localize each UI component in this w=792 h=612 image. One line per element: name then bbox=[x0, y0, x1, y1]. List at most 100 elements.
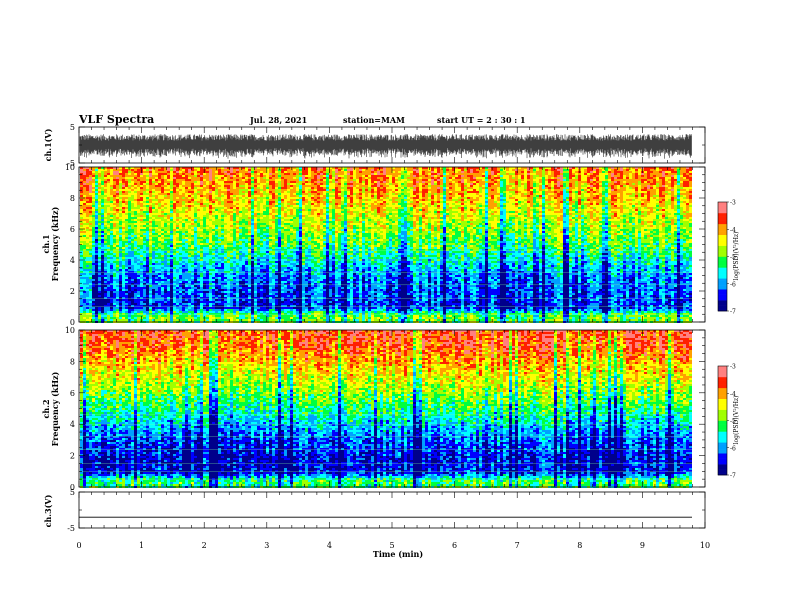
colorbar-segment bbox=[718, 395, 727, 398]
colorbar-tick-label: -5 bbox=[730, 254, 736, 261]
colorbar-segment bbox=[718, 307, 727, 310]
y-tick-label: 8 bbox=[70, 357, 75, 366]
colorbar-segment bbox=[718, 438, 727, 441]
ch1-spectrogram-panel: 0 2 4 6 8 10 bbox=[65, 163, 706, 327]
colorbar-segment bbox=[718, 453, 727, 456]
colorbar-segment bbox=[718, 442, 727, 445]
colorbar-segment bbox=[718, 227, 727, 230]
colorbar-segment bbox=[718, 271, 727, 274]
ch3-wave-ylabel: ch.3(V) bbox=[43, 494, 53, 527]
ch2-spec-channel-label: ch.2 bbox=[41, 399, 51, 418]
colorbar-tick-label: -7 bbox=[730, 473, 736, 480]
y-tick-label: 0 bbox=[70, 483, 75, 492]
ch1-wave-ylabel: ch.1(V) bbox=[43, 128, 53, 161]
colorbar-segment bbox=[718, 435, 727, 438]
colorbar-segment bbox=[718, 256, 727, 259]
colorbar-segment bbox=[718, 269, 727, 272]
colorbar-segment bbox=[718, 249, 727, 252]
colorbar-segment bbox=[718, 207, 727, 210]
colorbar-segment bbox=[718, 203, 727, 206]
colorbar-tick-label: -3 bbox=[730, 200, 736, 207]
colorbar-segment bbox=[718, 462, 727, 465]
y-tick-label: 8 bbox=[70, 194, 75, 203]
x-tick-label: 4 bbox=[327, 541, 332, 550]
spectrogram-cells bbox=[80, 167, 692, 323]
colorbar-segment bbox=[718, 274, 727, 277]
colorbar-segment bbox=[718, 221, 727, 225]
colorbar-segment bbox=[718, 289, 727, 292]
colorbar-segment bbox=[718, 265, 727, 268]
colorbar-segment bbox=[718, 384, 727, 387]
y-tick-label: 4 bbox=[70, 256, 75, 265]
colorbar-segment bbox=[718, 398, 727, 401]
colorbar-segment bbox=[718, 216, 727, 219]
colorbar-segment bbox=[718, 429, 727, 432]
spectrogram-cell-group bbox=[80, 167, 689, 193]
y-tick-label: 5 bbox=[70, 488, 75, 497]
colorbar-segment bbox=[718, 418, 727, 421]
colorbar-segment bbox=[718, 240, 727, 243]
colorbar-segment bbox=[718, 473, 727, 476]
colorbar-segment bbox=[718, 285, 727, 288]
colorbar-segment bbox=[718, 209, 727, 212]
colorbar-segment bbox=[718, 245, 727, 248]
colorbar-segment bbox=[718, 382, 727, 385]
colorbar-tick-label: -6 bbox=[730, 281, 736, 288]
colorbar-segment bbox=[718, 409, 727, 412]
colorbar-segment bbox=[718, 278, 727, 281]
colorbar-segment bbox=[718, 232, 727, 235]
colorbar-segment bbox=[718, 234, 727, 237]
colorbar-segment bbox=[718, 261, 727, 265]
colorbar-tick-label: -4 bbox=[730, 227, 736, 234]
date-label: Jul. 28, 2021 bbox=[249, 115, 307, 125]
colorbar-segment bbox=[718, 447, 727, 450]
colorbar-segment bbox=[718, 404, 727, 407]
colorbar-segment bbox=[718, 411, 727, 414]
colorbar-segment bbox=[718, 229, 727, 232]
x-axis-title: Time (min) bbox=[373, 549, 423, 559]
colorbar-segment bbox=[718, 371, 727, 374]
colorbar-segment bbox=[718, 460, 727, 463]
colorbar-segment bbox=[718, 391, 727, 394]
colorbars: -3 -4 -5 -6 -7 -3 -4 -5 -6 -7 bbox=[717, 200, 736, 480]
colorbar-segment bbox=[718, 451, 727, 454]
colorbar-segment bbox=[718, 309, 727, 312]
colorbar-segment bbox=[718, 254, 727, 257]
colorbar-segment bbox=[718, 225, 727, 228]
y-tick-label: 0 bbox=[70, 318, 75, 327]
spectrogram-cell-group bbox=[92, 237, 692, 323]
colorbar-segment bbox=[718, 280, 727, 283]
colorbar-segment bbox=[718, 212, 727, 216]
colorbar-segment bbox=[718, 236, 727, 239]
colorbar-segment bbox=[718, 415, 727, 418]
colorbar-segment bbox=[718, 263, 727, 266]
colorbar-segment bbox=[718, 376, 727, 380]
y-tick-label: -5 bbox=[67, 524, 75, 533]
colorbar-segment bbox=[718, 231, 727, 234]
ch2-spectrogram-panel: 0 2 4 6 8 10 bbox=[65, 326, 706, 492]
colorbar-segment bbox=[718, 458, 727, 461]
x-tick-label: 6 bbox=[452, 541, 457, 550]
x-tick-label: 5 bbox=[389, 541, 394, 550]
colorbar-segment bbox=[718, 471, 727, 474]
colorbar-segment bbox=[718, 276, 727, 279]
colorbar-segment bbox=[718, 211, 727, 214]
ch3-waveform-panel: 5 -5 bbox=[67, 488, 706, 533]
colorbar-segment bbox=[718, 238, 727, 241]
colorbar-segment bbox=[718, 205, 727, 208]
colorbar-segment bbox=[718, 303, 727, 306]
x-tick-label: 0 bbox=[76, 541, 81, 550]
colorbar-segment bbox=[718, 389, 727, 392]
y-tick-label: 6 bbox=[70, 389, 75, 398]
colorbar-segment bbox=[718, 400, 727, 403]
x-tick-label: 7 bbox=[515, 541, 520, 550]
y-tick-label: 10 bbox=[65, 163, 75, 172]
colorbar-segment bbox=[718, 251, 727, 254]
colorbar-segment bbox=[718, 241, 727, 245]
x-tick-label: 8 bbox=[577, 541, 582, 550]
x-tick-label: 9 bbox=[640, 541, 645, 550]
colorbar-segment bbox=[718, 425, 727, 429]
colorbar-segment bbox=[718, 267, 727, 270]
colorbar-segment bbox=[718, 422, 727, 425]
colorbar-segment bbox=[718, 407, 727, 410]
